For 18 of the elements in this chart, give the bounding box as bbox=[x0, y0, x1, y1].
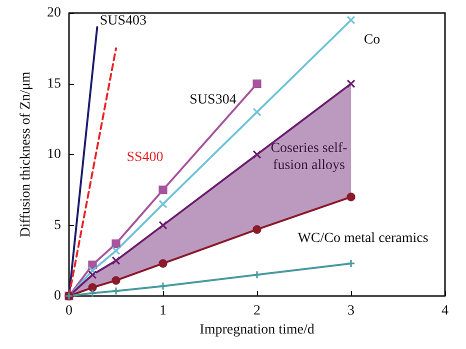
series-label: Coseries self- fusion alloys bbox=[270, 140, 348, 173]
y-axis-title: Diffusion thickness of Zn/μm bbox=[18, 72, 34, 238]
series-label: SUS403 bbox=[100, 14, 147, 29]
y-tick-label: 0 bbox=[54, 288, 61, 304]
series-label: WC/Co metal ceramics bbox=[298, 230, 428, 246]
series-label: Co bbox=[364, 32, 380, 48]
y-tick-label: 20 bbox=[47, 6, 61, 20]
y-tick-label: 10 bbox=[47, 147, 61, 162]
x-tick-label: 3 bbox=[348, 304, 354, 318]
x-axis-title: Impregnation time/d bbox=[200, 322, 314, 338]
x-tick-label: 1 bbox=[160, 304, 166, 318]
series-label: SUS304 bbox=[190, 92, 236, 108]
y-tick-label: 15 bbox=[47, 76, 61, 92]
x-tick-label: 0 bbox=[66, 304, 72, 318]
y-tick-label: 5 bbox=[54, 218, 61, 233]
text: SS400 bbox=[126, 150, 164, 165]
x-tick-label: 2 bbox=[254, 304, 260, 318]
x-tick-label: 4 bbox=[442, 304, 448, 318]
